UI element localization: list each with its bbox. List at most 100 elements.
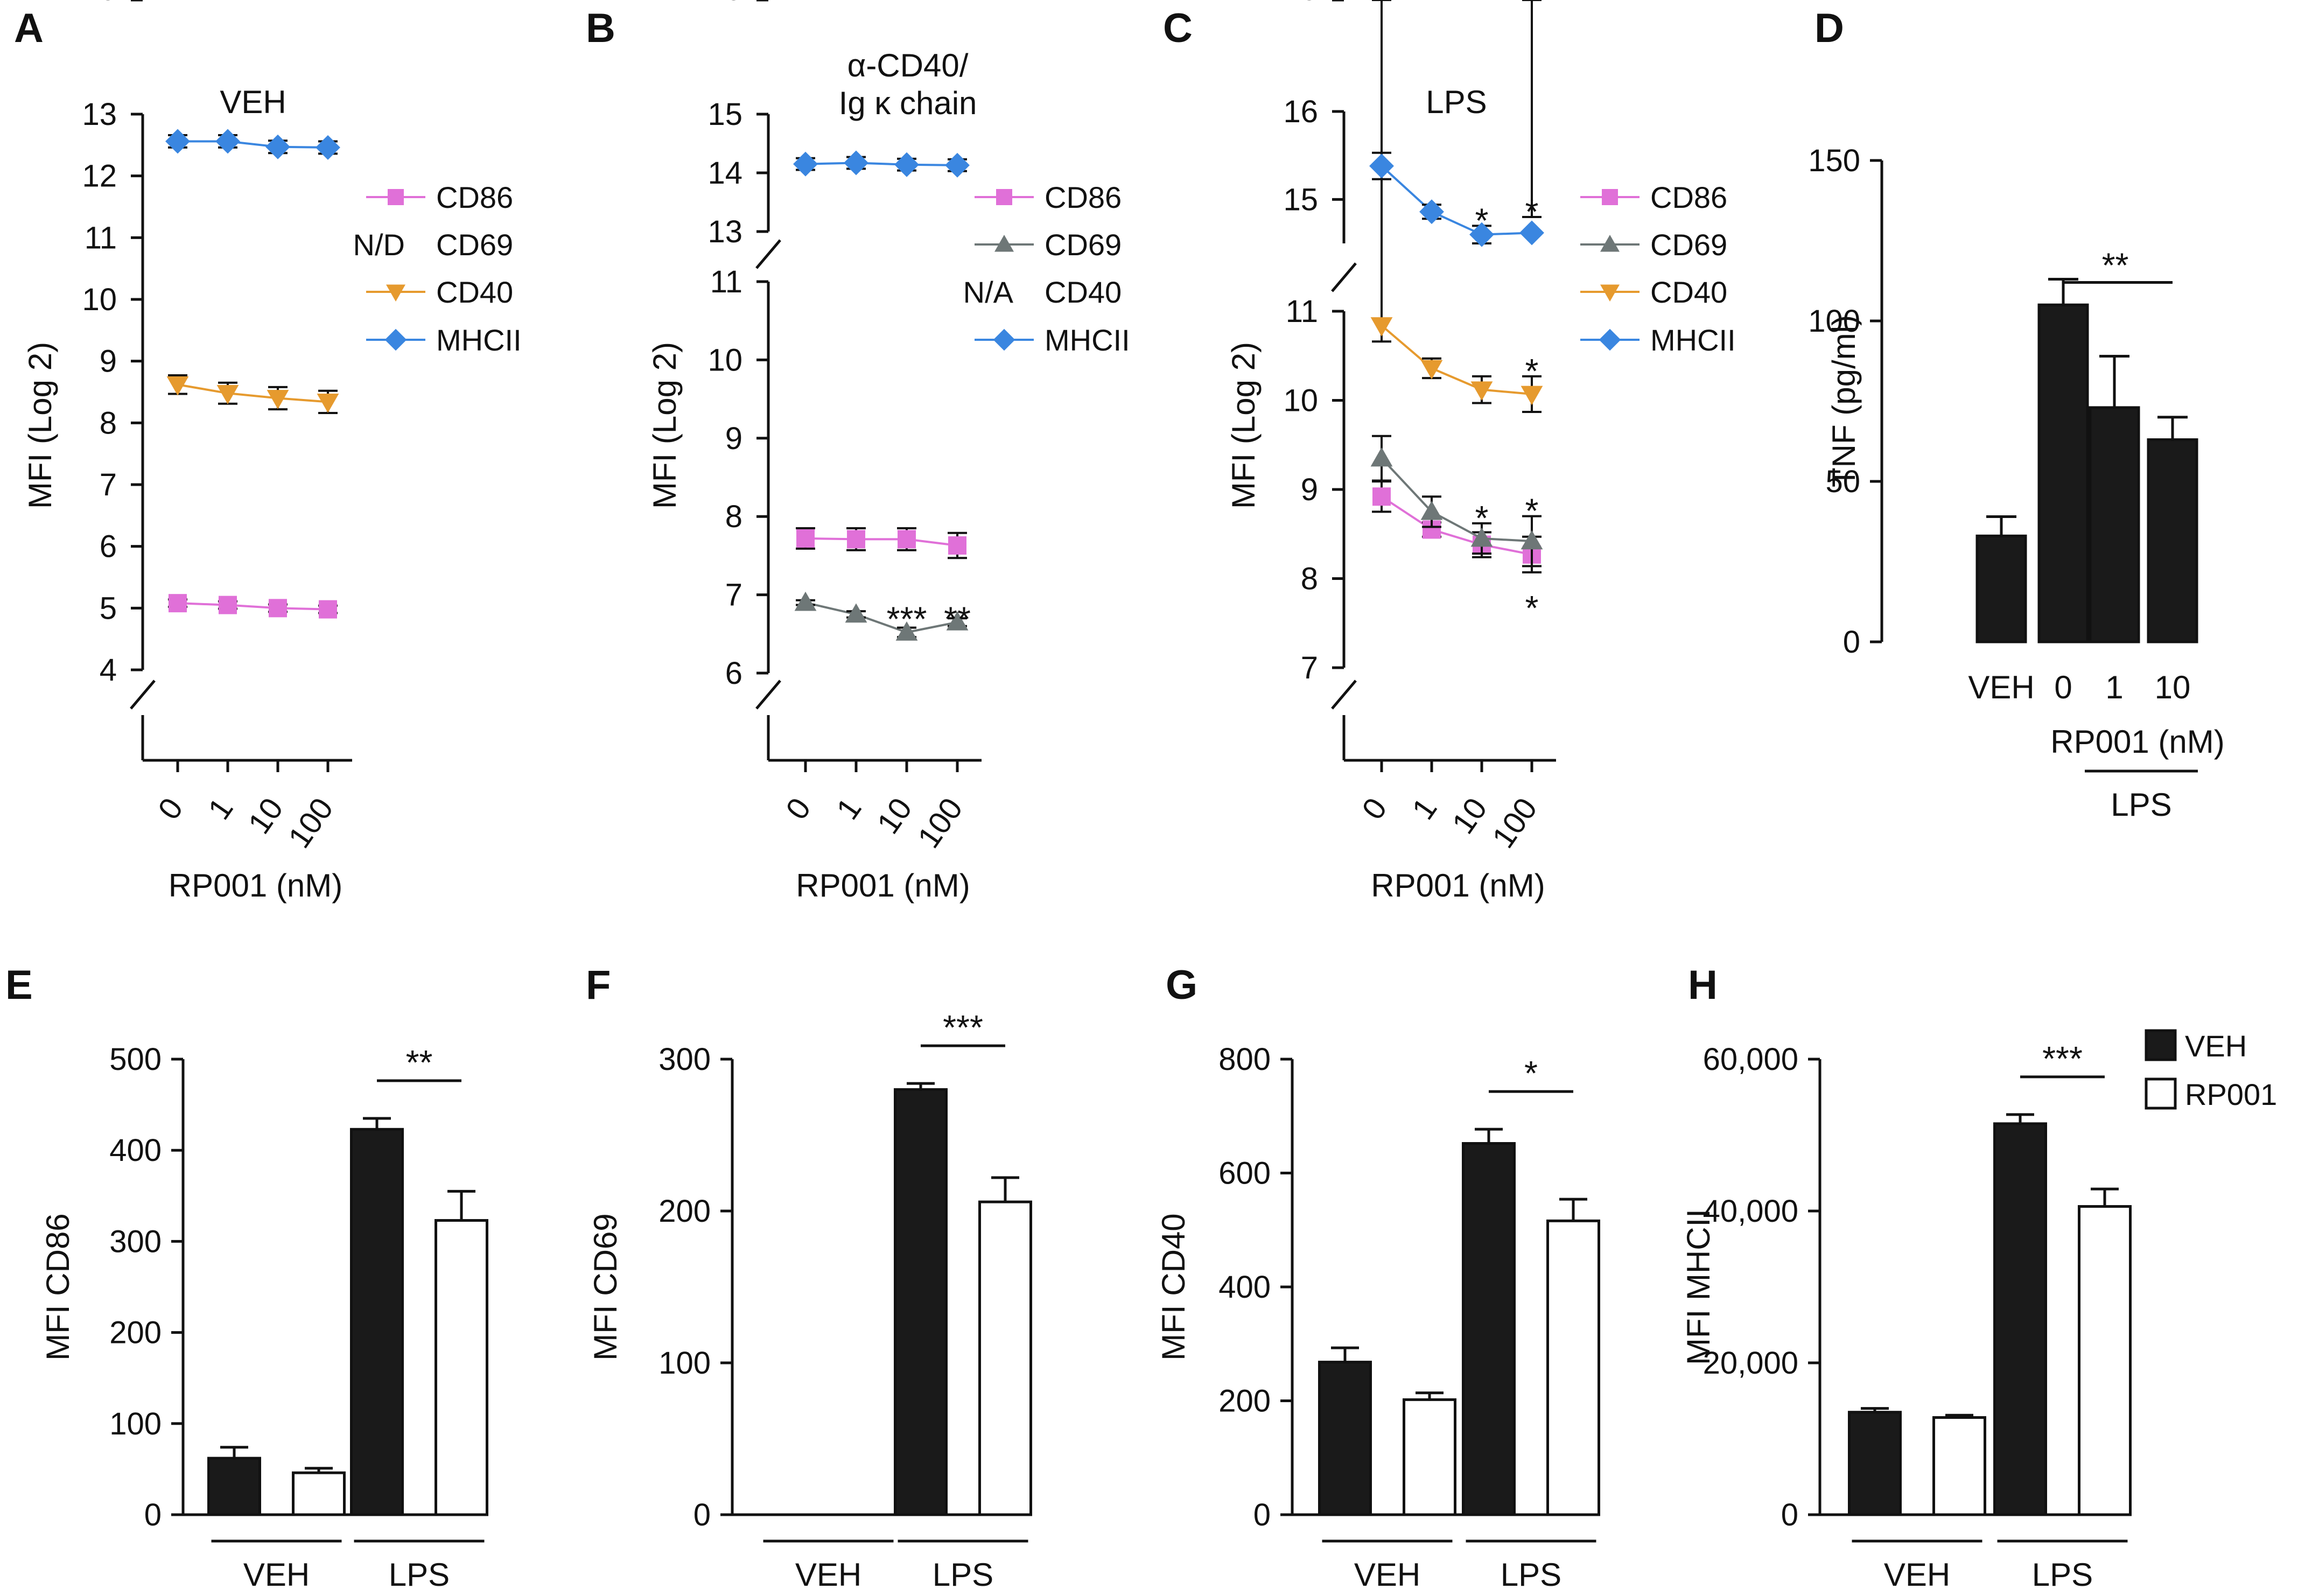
series-MHCII — [1369, 0, 1544, 247]
legend-label: CD86 — [1045, 180, 1122, 214]
group-label: VEH — [795, 1557, 861, 1593]
chart-title: LPS — [1426, 84, 1487, 120]
data-point-CD40 — [216, 384, 239, 404]
series-CD86 — [168, 594, 338, 619]
legend-item: MHCII — [366, 323, 522, 357]
group-label: VEH — [1354, 1557, 1420, 1593]
bar-RP001-VEH — [1932, 1416, 1986, 1516]
y-tick-label: 13 — [82, 97, 117, 132]
y-tick-label: 40,000 — [1703, 1194, 1798, 1229]
legend-swatch — [2145, 1029, 2177, 1061]
panel-G: G 0 200 400 600 800 VEH LPS * MFI CD40 — [1155, 962, 1600, 1593]
series-CD40 — [1370, 0, 1543, 414]
data-point-CD86 — [1372, 487, 1391, 506]
data-point-CD86 — [319, 600, 337, 619]
bar-RP001-LPS — [978, 1200, 1032, 1516]
y-tick-label: 0 — [1843, 625, 1860, 660]
y-tick-label: 10 — [82, 282, 117, 317]
legend-marker — [994, 235, 1014, 252]
bar-RP001-VEH — [292, 1471, 346, 1516]
legend-marker — [1600, 284, 1620, 302]
data-point-CD69 — [946, 611, 969, 631]
data-point-MHCII — [945, 152, 970, 178]
x-tick-label: 1 — [1405, 792, 1444, 826]
data-point-CD40 — [1370, 317, 1393, 337]
significance-label: * — [1475, 499, 1489, 537]
panel-letter: H — [1688, 962, 1718, 1008]
legend-label: CD86 — [1650, 180, 1727, 214]
legend-marker — [1602, 189, 1618, 205]
data-point-MHCII — [215, 129, 240, 154]
axis-break-mark — [130, 680, 156, 710]
y-tick-label: 150 — [1808, 143, 1860, 178]
data-point-CD86 — [847, 530, 865, 549]
significance-label: *** — [943, 1008, 983, 1047]
y-tick-label: 200 — [109, 1315, 162, 1350]
x-tick-label: 0 — [151, 792, 190, 826]
bar-VEH-LPS — [894, 1088, 948, 1516]
data-point-MHCII — [265, 134, 290, 159]
data-point-MHCII — [316, 135, 340, 160]
group-label: LPS — [933, 1557, 993, 1593]
y-axis-label: MFI CD40 — [1155, 1213, 1192, 1360]
series-CD86 — [796, 527, 967, 559]
legend-marker — [996, 189, 1012, 205]
y-tick-label: 50 — [1825, 464, 1860, 499]
series-CD40 — [166, 374, 339, 414]
y-tick-label: 200 — [1218, 1384, 1271, 1419]
panel-letter: F — [586, 962, 611, 1008]
series-line — [805, 537, 958, 547]
legend-label: MHCII — [436, 323, 522, 357]
data-point-CD86 — [219, 596, 237, 614]
data-point-CD69 — [845, 603, 867, 623]
y-tick-label: 7 — [725, 578, 742, 613]
chart-title: Ig κ chain — [839, 85, 977, 121]
legend-label: MHCII — [1045, 323, 1130, 357]
y-tick-label: 100 — [1808, 304, 1860, 339]
bar-VEH-LPS — [1462, 1142, 1516, 1516]
y-tick-label: 8 — [1301, 562, 1318, 597]
legend-marker — [1600, 235, 1620, 252]
legend-item: N/D CD69 — [353, 228, 514, 262]
y-tick-label: 0 — [693, 1497, 711, 1532]
data-point-MHCII — [1469, 222, 1494, 247]
significance-label: *** — [887, 599, 927, 638]
legend-item: CD86 — [1580, 180, 1727, 214]
series-CD86 — [1372, 480, 1542, 573]
y-axis-label: MFI (Log 2) — [647, 342, 683, 509]
data-point-MHCII — [793, 151, 818, 177]
x-tick-label: 0 — [779, 792, 818, 826]
legend-item: CD69 — [1580, 228, 1727, 262]
significance-label: * — [1475, 201, 1489, 240]
y-tick-label: 0 — [1301, 0, 1318, 7]
y-tick-label: 9 — [725, 421, 742, 456]
data-point-MHCII — [1519, 220, 1544, 246]
legend-label: CD69 — [1650, 228, 1727, 262]
legend-label: RP001 — [2185, 1077, 2277, 1111]
series-line — [805, 601, 958, 634]
significance-label: * — [1525, 589, 1539, 627]
legend-note: N/A — [963, 275, 1014, 309]
x-tick-label: 10 — [2155, 669, 2191, 705]
legend-note: N/D — [353, 228, 405, 262]
data-point-CD40 — [1470, 381, 1493, 401]
data-point-CD40 — [166, 376, 189, 396]
data-point-CD86 — [948, 536, 966, 555]
x-axis-label: RP001 (nM) — [2050, 724, 2224, 760]
data-point-CD40 — [317, 394, 339, 413]
x-tick-label: 100 — [911, 792, 970, 855]
legend-label: CD86 — [436, 180, 513, 214]
data-point-CD40 — [1420, 360, 1443, 380]
significance-label: ** — [406, 1043, 433, 1082]
y-tick-label: 9 — [1301, 472, 1318, 507]
x-tick-label: 1 — [830, 792, 868, 826]
y-tick-label: 15 — [707, 97, 742, 132]
x-tick-label: 0 — [1355, 792, 1394, 826]
data-point-CD69 — [1521, 530, 1543, 550]
data-point-MHCII — [165, 129, 190, 154]
y-tick-label: 400 — [1218, 1270, 1271, 1305]
panel-F: F 0 100 200 300 VEH LPS *** MFI CD69 — [586, 962, 1032, 1593]
y-tick-label: 13 — [707, 214, 742, 249]
y-tick-label: 800 — [1218, 1042, 1271, 1077]
